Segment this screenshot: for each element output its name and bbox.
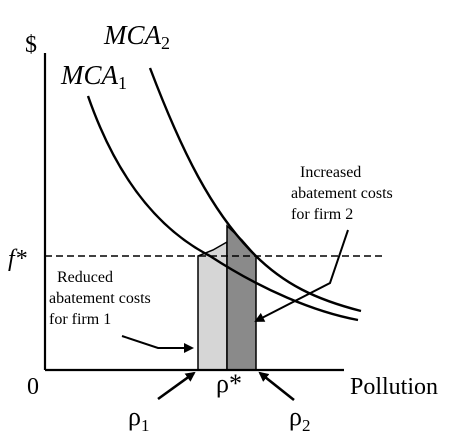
reduced-cost-annotation: Reduced abatement costs for firm 1 [49, 269, 151, 328]
rho-star-label: ρ* [216, 369, 242, 398]
rho1-label: ρ1 [128, 402, 149, 435]
svg-text:Increased: Increased [300, 164, 361, 181]
reduced-pointer-arrow [121, 335, 194, 353]
mca1-curve [86, 95, 359, 322]
rho2-arrow [258, 371, 295, 402]
svg-text:Reduced: Reduced [57, 269, 113, 286]
rho2-label: ρ2 [289, 402, 310, 435]
mca2-label: MCA2 [103, 20, 170, 53]
rho1-arrow [157, 371, 196, 401]
increased-cost-annotation: Increased abatement costs for firm 2 [291, 164, 393, 223]
increased-pointer-arrow [254, 229, 349, 322]
svg-text:abatement costs: abatement costs [49, 290, 151, 307]
fee-label: f* [8, 246, 27, 272]
origin-label: 0 [27, 374, 39, 400]
x-axis-label: Pollution [350, 374, 438, 400]
increased-cost-area [226, 224, 257, 371]
svg-text:for firm 1: for firm 1 [49, 311, 111, 328]
mca1-label: MCA1 [60, 60, 127, 93]
reduced-cost-area [197, 240, 228, 371]
svg-text:abatement costs: abatement costs [291, 185, 393, 202]
mca2-curve [148, 67, 362, 313]
svg-text:for firm 2: for firm 2 [291, 206, 353, 223]
y-axis-label: $ [25, 32, 37, 58]
